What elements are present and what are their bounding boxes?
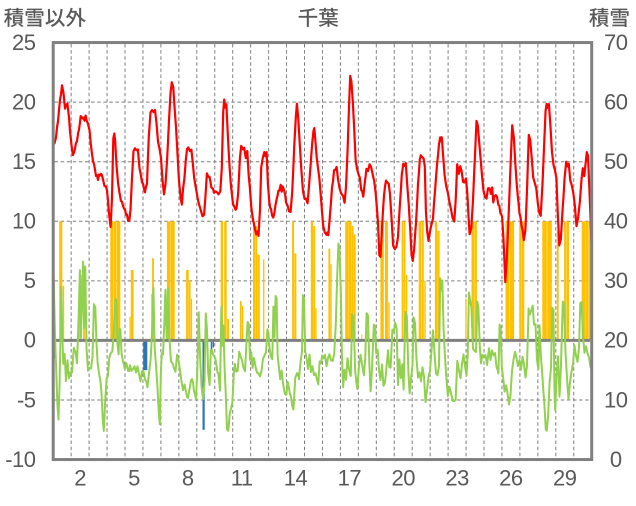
- svg-text:60: 60: [604, 89, 628, 114]
- svg-text:0: 0: [24, 328, 36, 353]
- svg-text:10: 10: [604, 387, 628, 412]
- svg-text:10: 10: [12, 209, 36, 234]
- svg-text:23: 23: [445, 466, 469, 491]
- svg-text:70: 70: [604, 30, 628, 55]
- svg-text:11: 11: [231, 466, 253, 491]
- svg-text:26: 26: [499, 466, 523, 491]
- svg-text:50: 50: [604, 149, 628, 174]
- svg-text:20: 20: [604, 328, 628, 353]
- svg-text:8: 8: [182, 466, 194, 491]
- svg-text:2: 2: [74, 466, 86, 491]
- svg-text:-5: -5: [17, 387, 36, 412]
- svg-text:25: 25: [12, 30, 36, 55]
- svg-text:5: 5: [24, 268, 36, 293]
- svg-text:17: 17: [338, 466, 362, 491]
- svg-text:-10: -10: [5, 447, 36, 472]
- svg-text:20: 20: [12, 89, 36, 114]
- svg-text:0: 0: [610, 447, 622, 472]
- svg-text:20: 20: [391, 466, 415, 491]
- svg-text:14: 14: [284, 466, 308, 491]
- svg-text:40: 40: [604, 209, 628, 234]
- svg-text:30: 30: [604, 268, 628, 293]
- svg-text:5: 5: [128, 466, 140, 491]
- svg-text:15: 15: [12, 149, 36, 174]
- svg-text:29: 29: [553, 466, 577, 491]
